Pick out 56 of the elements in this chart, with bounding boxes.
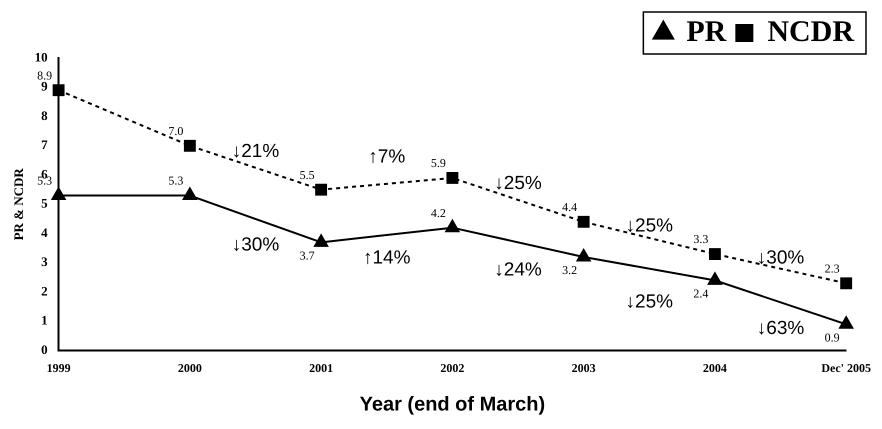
annotation: ↓24%	[494, 259, 542, 280]
point	[52, 84, 65, 96]
point	[839, 316, 854, 329]
annotation: ↓63%	[756, 318, 804, 339]
x-tick-label: 2002	[440, 360, 464, 375]
data-label: 4.2	[430, 206, 446, 220]
point	[52, 188, 66, 200]
annotation: ↑7%	[368, 146, 406, 168]
point	[708, 248, 721, 260]
data-label: 2.4	[693, 286, 708, 301]
x-tick-label: 1999	[46, 360, 71, 375]
y-tick-label: 8	[41, 108, 48, 123]
y-tick-label: 5	[41, 196, 48, 211]
point	[840, 277, 852, 290]
point	[708, 272, 722, 285]
data-label: 3.7	[300, 248, 315, 262]
legend-label: NCDR	[767, 14, 854, 48]
annotation: ↓25%	[626, 215, 674, 236]
y-tick-label: 7	[41, 137, 48, 152]
point	[445, 220, 460, 232]
y-tick-label: 4	[41, 224, 48, 240]
data-label: 3.2	[562, 263, 578, 278]
data-label: 5.3	[168, 174, 184, 188]
annotation: ↓21%	[232, 140, 280, 162]
x-axis-title: Year (end of March)	[360, 394, 546, 416]
data-label: 7.0	[168, 124, 184, 138]
point	[314, 234, 328, 247]
data-label: 0.9	[824, 330, 840, 344]
y-tick-label: 0	[41, 342, 48, 357]
x-tick-label: 2003	[572, 360, 596, 375]
point	[184, 140, 196, 152]
x-tick-label: Dec' 2005	[821, 360, 871, 375]
y-tick-label: 1	[41, 312, 48, 328]
data-label: 4.4	[562, 200, 578, 214]
x-tick-label: 2001	[309, 360, 334, 375]
point	[446, 172, 458, 184]
data-label: 5.5	[300, 168, 315, 182]
x-tick-label: 2004	[702, 360, 727, 375]
y-tick-label: 3	[41, 254, 48, 270]
point	[315, 184, 328, 196]
data-label: 3.3	[693, 232, 708, 246]
annotation: ↓25%	[626, 292, 674, 313]
y-tick-label: 10	[34, 49, 48, 64]
legend-label: PR	[686, 14, 727, 48]
data-label: 5.9	[430, 156, 446, 170]
x-tick-label: 2000	[178, 360, 202, 375]
point	[576, 248, 591, 262]
annotation: ↓30%	[232, 234, 280, 256]
y-axis-title: PR & NCDR	[11, 168, 26, 240]
data-label: 2.3	[824, 261, 840, 276]
annotation: ↑14%	[362, 248, 411, 269]
point	[578, 216, 590, 228]
y-tick-label: 2	[41, 283, 48, 298]
annotation: ↓30%	[756, 248, 804, 269]
point	[182, 188, 197, 200]
annotation: ↓25%	[494, 173, 542, 194]
